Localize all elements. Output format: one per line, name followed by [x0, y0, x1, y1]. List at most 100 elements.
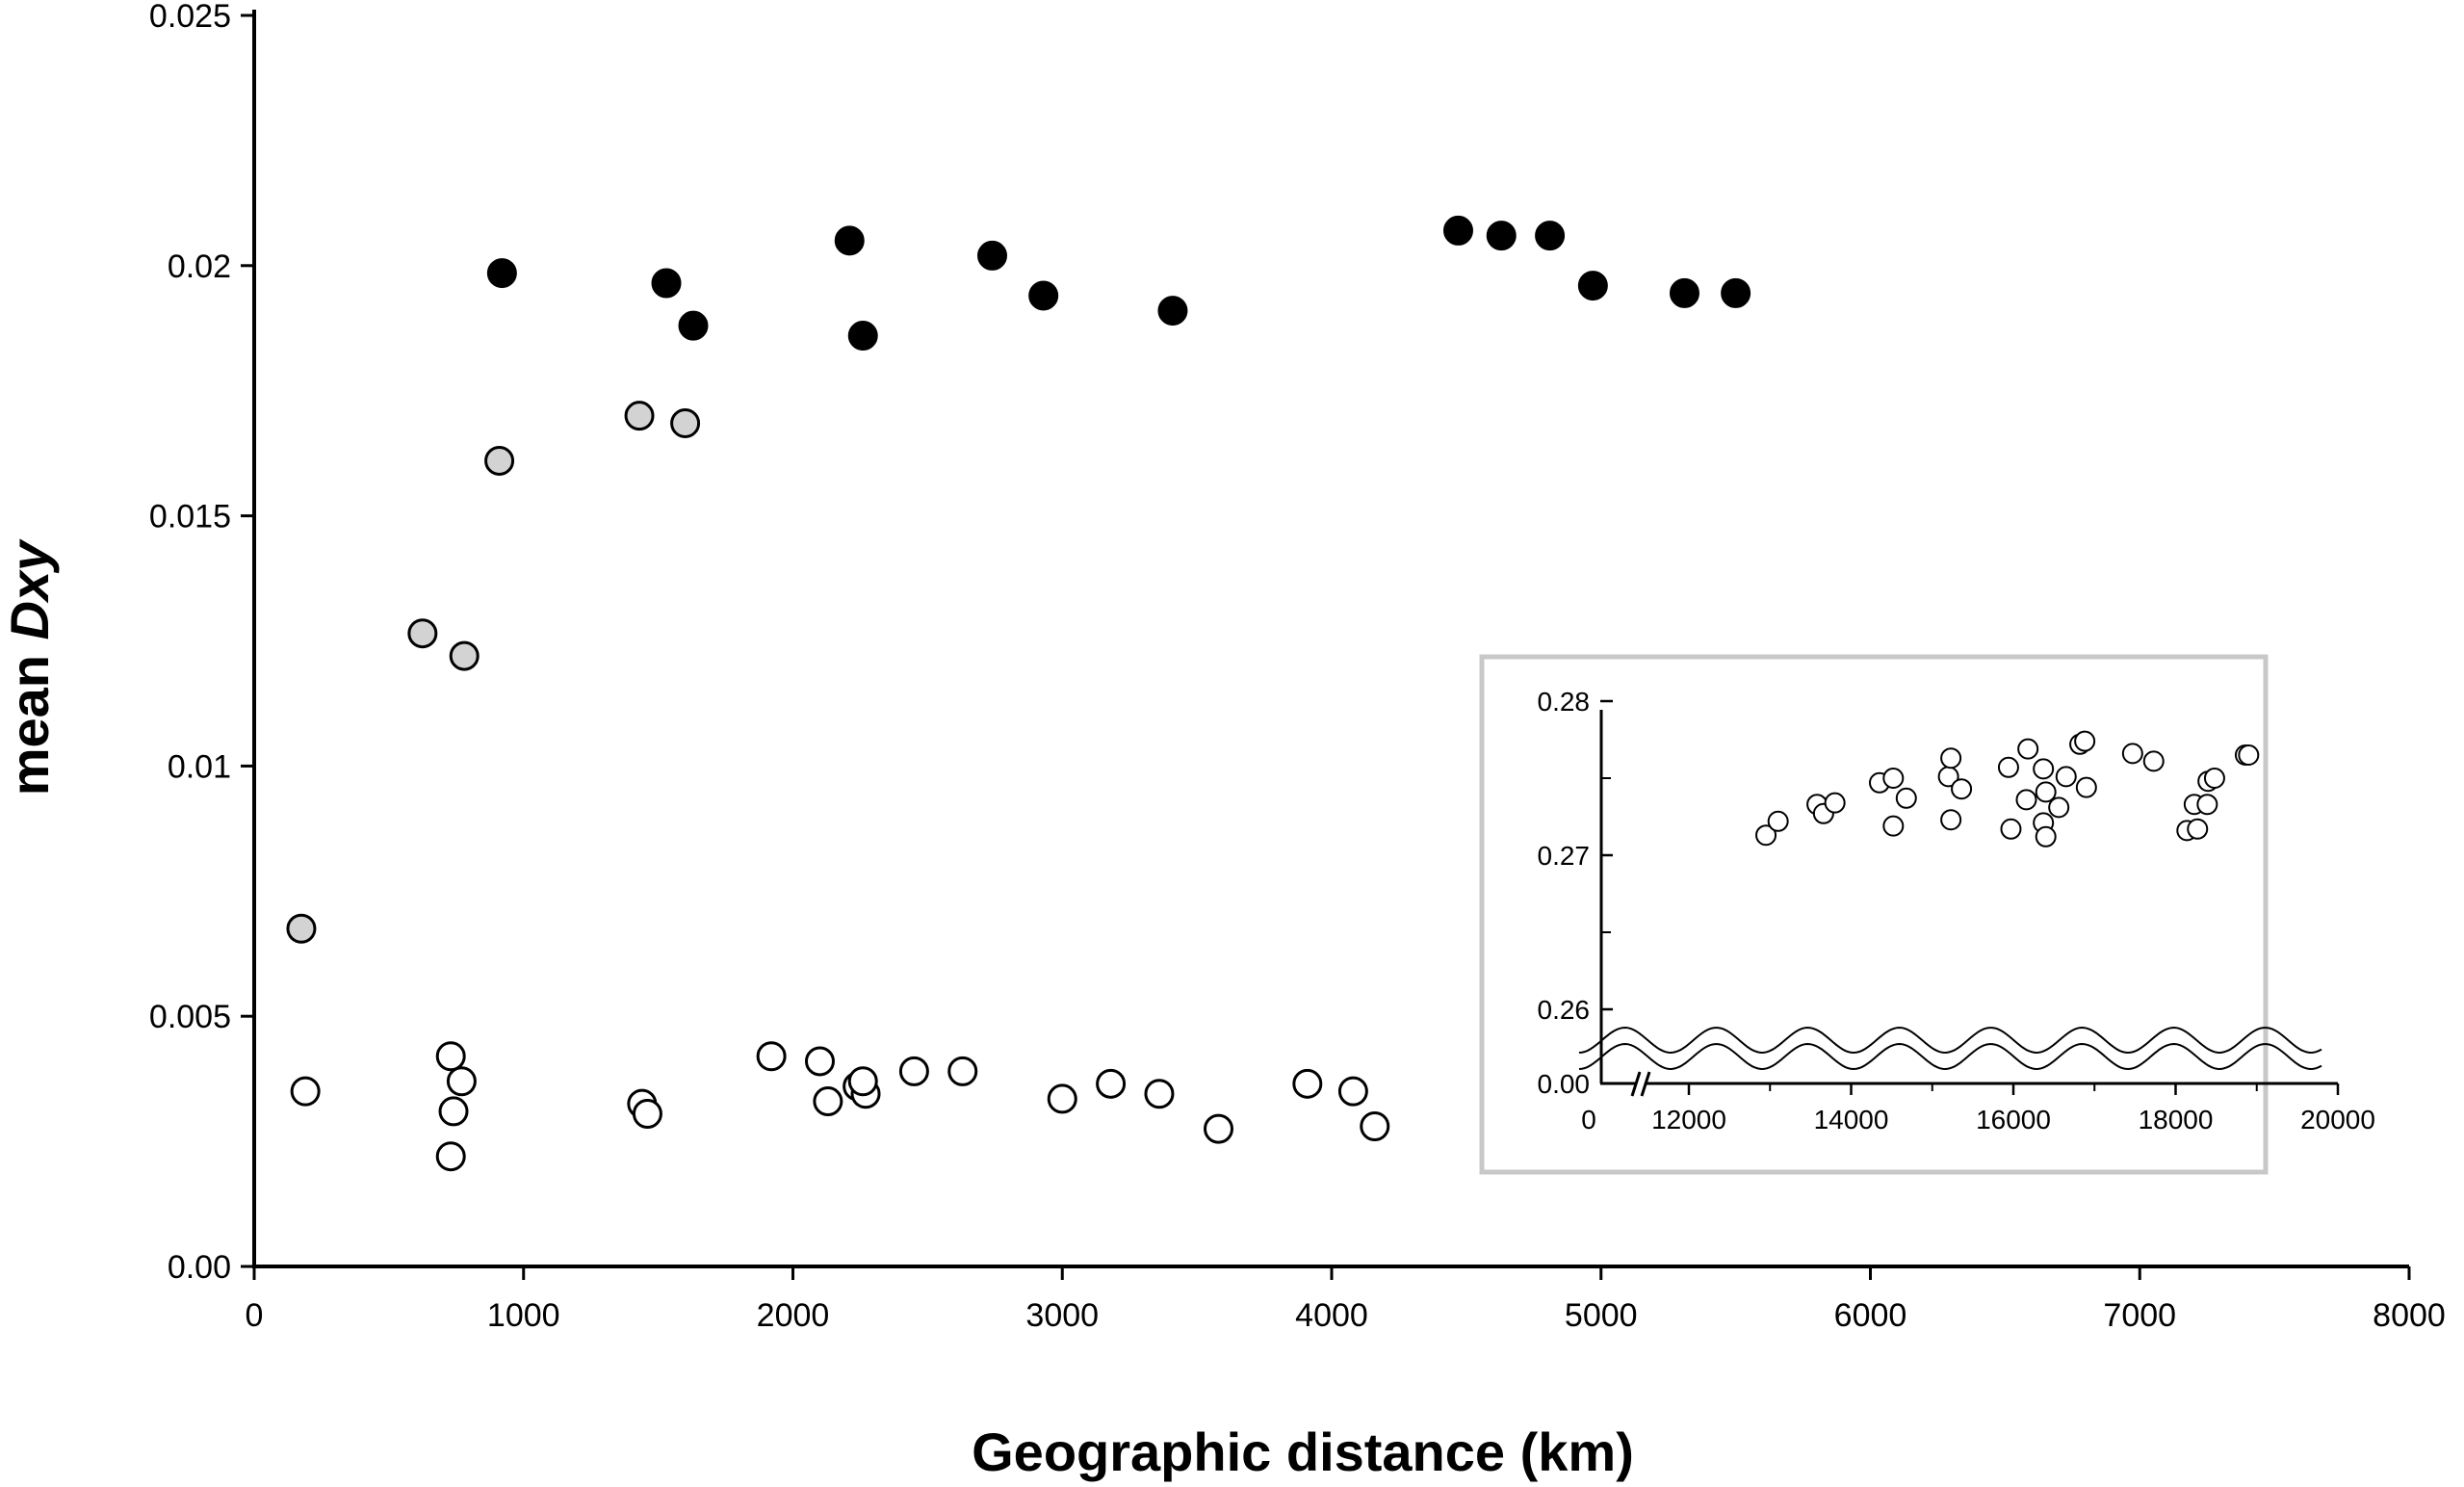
- data-point-open: [898, 1056, 929, 1086]
- x-tick-label: 4000: [1295, 1297, 1368, 1334]
- inset-y-tick-label: 0.27: [1538, 841, 1591, 871]
- data-point-filled-black: [651, 268, 682, 299]
- inset-data-point-open: [2142, 750, 2165, 772]
- inset-data-point-open: [1755, 824, 1777, 847]
- data-point-open: [435, 1141, 466, 1172]
- x-ticks: 0 1000 2000 3000 4000 5000 6000 7000 8000: [246, 1266, 2446, 1334]
- data-point-filled-black: [1157, 296, 1188, 326]
- data-point-filled-black: [1535, 221, 1566, 251]
- y-tick-label: 0.015: [149, 499, 231, 535]
- inset-x-tick-label: 16000: [1976, 1105, 2051, 1135]
- inset-data-point-open: [2238, 744, 2260, 766]
- inset-data-point-open: [1940, 809, 1962, 831]
- inset-axis-break-waves: [1578, 1026, 2322, 1071]
- y-tick-label: 0.00: [168, 1249, 231, 1286]
- x-tick-label: 3000: [1025, 1297, 1099, 1334]
- data-point-filled-grey: [286, 913, 317, 944]
- data-point-open: [446, 1066, 477, 1097]
- inset-frame: [1479, 654, 2269, 1175]
- data-point-open: [1204, 1113, 1234, 1144]
- data-point-open: [813, 1086, 843, 1117]
- data-point-open: [1047, 1083, 1077, 1114]
- inset-data-point-open: [2000, 818, 2022, 840]
- inset-data-point-open: [1882, 768, 1905, 789]
- y-axis-title-prefix: mean: [0, 639, 60, 796]
- x-tick-label: 8000: [2373, 1297, 2446, 1334]
- inset-data-point-open: [2048, 796, 2070, 819]
- inset-data-point-open: [2015, 789, 2037, 811]
- y-tick-label: 0.02: [168, 248, 231, 285]
- inset-y-ticks: 0.00 0.26 0.27 0.28: [1538, 687, 1613, 1099]
- data-point-open: [438, 1096, 469, 1127]
- inset-data-point-open: [2017, 738, 2039, 760]
- inset-data-point-open: [2074, 730, 2096, 752]
- inset-data-point-open: [1895, 787, 1917, 809]
- data-point-filled-black: [1442, 215, 1473, 246]
- data-point-open: [947, 1056, 978, 1086]
- data-point-open: [756, 1041, 787, 1072]
- inset-x-ticks: 0 12000 14000 16000 18000 20000: [1581, 1083, 2375, 1135]
- inset-data-point-open: [2075, 776, 2097, 798]
- inset-data-points: [1755, 730, 2260, 848]
- data-point-open: [290, 1076, 321, 1107]
- inset-data-point-open: [1997, 756, 2019, 778]
- data-point-filled-black: [847, 321, 878, 352]
- inset-y-tick-label: 0.28: [1538, 687, 1591, 717]
- inset-x-tick-label: 0: [1581, 1105, 1596, 1135]
- inset-data-point-open: [2121, 743, 2143, 765]
- data-point-filled-grey: [484, 445, 515, 476]
- y-ticks: 0.00 0.005 0.01 0.015 0.02 0.025: [149, 0, 254, 1286]
- data-point-open: [847, 1066, 878, 1097]
- data-point-open: [1360, 1111, 1390, 1142]
- x-tick-label: 7000: [2103, 1297, 2176, 1334]
- data-point-filled-grey: [670, 407, 701, 438]
- data-point-filled-black: [1577, 271, 1608, 301]
- data-point-open: [1337, 1076, 1368, 1107]
- inset-data-point-open: [1940, 747, 1962, 770]
- data-point-filled-black: [1486, 221, 1517, 251]
- x-tick-label: 0: [246, 1297, 264, 1334]
- y-axis-title-italic: Dxy: [0, 538, 60, 640]
- axis-break-wave: [1578, 1026, 2322, 1055]
- inset-data-point-open: [2203, 768, 2225, 789]
- data-points: [286, 215, 1751, 1172]
- inset-data-point-open: [1951, 778, 1973, 800]
- x-tick-label: 2000: [757, 1297, 830, 1334]
- data-point-open: [804, 1046, 835, 1077]
- data-point-filled-black: [834, 225, 865, 256]
- data-point-open: [1144, 1079, 1175, 1109]
- x-axis-title: Geographic distance (km): [972, 1422, 1634, 1482]
- inset-axis-break-mark: [1630, 1071, 1651, 1097]
- data-point-filled-grey: [407, 618, 438, 649]
- inset-data-point-open: [2055, 766, 2077, 788]
- data-point-filled-grey: [624, 401, 655, 431]
- x-tick-label: 1000: [487, 1297, 560, 1334]
- y-tick-label: 0.01: [168, 748, 231, 785]
- inset-x-tick-label: 20000: [2300, 1105, 2375, 1135]
- inset-x-tick-label: 18000: [2139, 1105, 2214, 1135]
- data-point-filled-black: [486, 258, 517, 289]
- data-point-filled-grey: [449, 640, 480, 671]
- inset-y-tick-label: 0.26: [1538, 995, 1591, 1025]
- inset-data-point-open: [2035, 825, 2057, 848]
- data-point-open: [632, 1099, 662, 1130]
- inset-x-tick-label: 12000: [1651, 1105, 1726, 1135]
- inset-data-point-open: [2035, 781, 2057, 803]
- y-tick-label: 0.025: [149, 0, 231, 35]
- inset-y-tick-label: 0.00: [1538, 1069, 1591, 1099]
- data-point-filled-black: [678, 310, 709, 341]
- data-point-open: [1292, 1068, 1323, 1099]
- inset-data-point-open: [2033, 758, 2055, 780]
- inset-plot: 0 12000 14000 16000 18000 20000 0.000.260.270…: [1479, 654, 2375, 1175]
- x-tick-label: 6000: [1834, 1297, 1907, 1334]
- data-point-filled-black: [977, 240, 1008, 271]
- inset-x-tick-label: 14000: [1814, 1105, 1889, 1135]
- inset-data-point-open: [1882, 815, 1905, 837]
- data-point-open: [435, 1041, 466, 1072]
- inset-data-point-open: [2196, 794, 2218, 816]
- x-tick-label: 5000: [1565, 1297, 1638, 1334]
- data-point-filled-black: [1028, 280, 1059, 311]
- data-point-open: [1096, 1068, 1127, 1099]
